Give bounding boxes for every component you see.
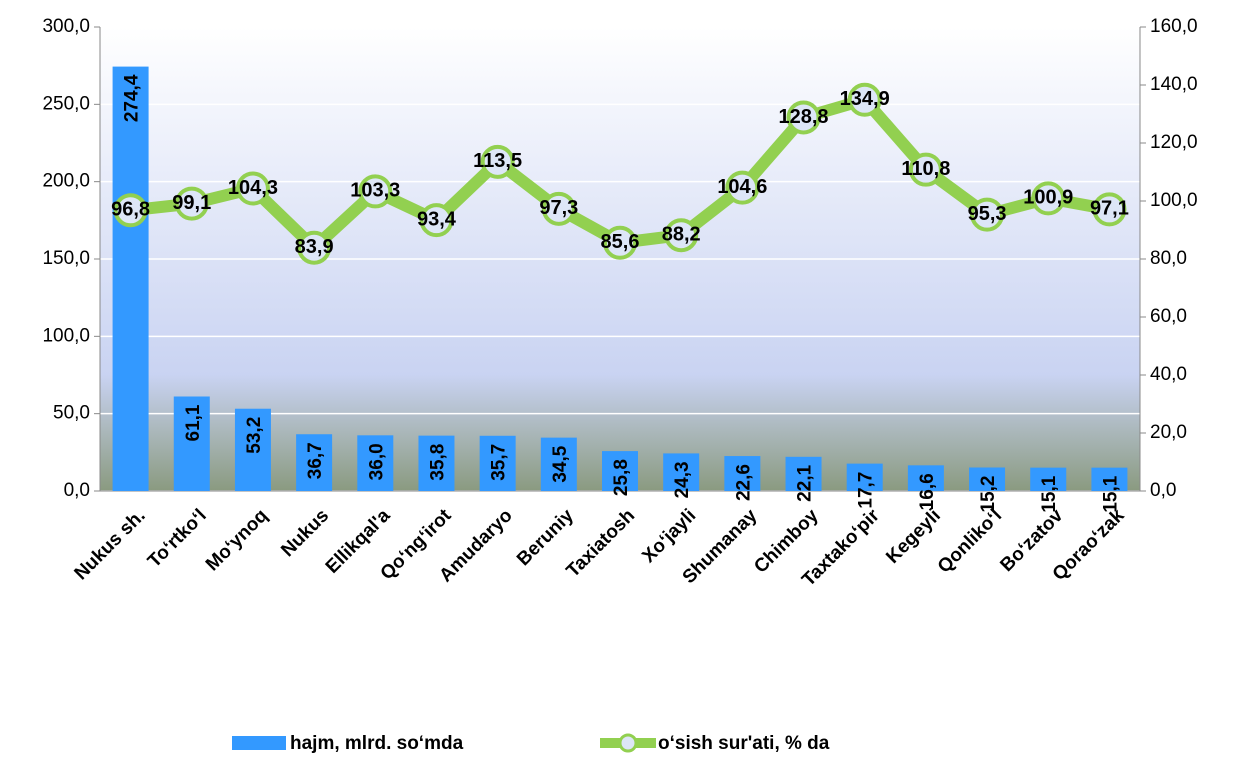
bar-value-label: 15,1 <box>1039 475 1060 512</box>
line-marker <box>541 191 576 226</box>
line-marker <box>725 170 760 205</box>
line-value-label: 88,2 <box>662 224 701 246</box>
legend-swatch <box>232 736 286 750</box>
line-marker <box>908 152 943 187</box>
y2-tick-label: 80,0 <box>1150 248 1187 269</box>
line-value-label: 104,6 <box>717 176 767 198</box>
bar <box>907 465 944 491</box>
bar <box>846 463 883 491</box>
line-value-label: 97,3 <box>539 197 578 219</box>
bar-value-label: 24,3 <box>672 461 693 498</box>
bar-value-label: 22,6 <box>733 464 754 501</box>
legend-label: o‘sish sur'ati, % da <box>658 733 830 754</box>
y2-tick-label: 20,0 <box>1150 422 1187 443</box>
line-value-label: 110,8 <box>901 158 950 180</box>
bar-value-label: 36,7 <box>305 442 326 479</box>
bar-value-label: 17,7 <box>856 472 877 509</box>
y2-tick-label: 40,0 <box>1150 364 1187 385</box>
line-marker <box>358 174 393 209</box>
y-tick-label: 150,0 <box>42 248 90 269</box>
line-value-label: 128,8 <box>778 106 828 128</box>
bar-value-label: 34,5 <box>550 445 571 482</box>
x-tick-label: Mo‘ynoq <box>202 505 272 575</box>
y2-tick-label: 100,0 <box>1150 190 1198 211</box>
line-marker <box>480 144 515 179</box>
legend-swatch <box>618 733 638 753</box>
bar <box>1030 467 1067 491</box>
bar <box>296 434 333 491</box>
bar-value-label: 16,6 <box>917 473 938 510</box>
legend-label: hajm, mlrd. so‘mda <box>290 733 464 754</box>
y-tick-label: 300,0 <box>42 16 90 37</box>
bar <box>663 453 700 491</box>
bar-value-label: 22,1 <box>795 464 816 501</box>
line-value-label: 85,6 <box>601 231 640 253</box>
x-tick-label: To‘rtko‘l <box>144 505 211 572</box>
bar-value-label: 53,2 <box>244 417 265 454</box>
y-tick-label: 100,0 <box>42 325 90 346</box>
y-tick-label: 50,0 <box>53 403 90 424</box>
bar <box>173 396 210 491</box>
line-value-label: 96,8 <box>111 199 150 221</box>
bar-value-label: 61,1 <box>183 404 204 441</box>
line-marker <box>113 193 148 228</box>
y2-tick-label: 0,0 <box>1150 480 1176 501</box>
y2-tick-label: 140,0 <box>1150 74 1198 95</box>
bar-value-label: 35,8 <box>427 444 448 481</box>
bar-value-label: 15,1 <box>1100 475 1121 512</box>
bar-value-label: 36,0 <box>366 443 387 480</box>
y2-tick-label: 160,0 <box>1150 16 1198 37</box>
y-tick-label: 200,0 <box>42 171 90 192</box>
line-marker <box>1092 192 1127 227</box>
y2-tick-label: 60,0 <box>1150 306 1187 327</box>
bar <box>234 408 271 491</box>
bar-value-label: 25,8 <box>611 459 632 496</box>
line-marker <box>235 171 270 206</box>
line-value-label: 99,1 <box>172 192 211 214</box>
line-value-label: 97,1 <box>1090 198 1129 220</box>
bar <box>969 467 1006 491</box>
y-tick-label: 250,0 <box>42 93 90 114</box>
line-value-label: 100,9 <box>1023 187 1073 209</box>
x-tick-label: Nukus <box>277 505 333 561</box>
x-tick-label: Xo‘jayli <box>638 505 700 567</box>
line-value-label: 134,9 <box>840 88 890 110</box>
bar-value-label: 35,7 <box>489 444 510 481</box>
bar <box>418 435 455 491</box>
bar <box>1091 467 1128 491</box>
line-value-label: 95,3 <box>968 203 1007 225</box>
line-marker <box>603 225 637 260</box>
x-tick-label: Nukus sh. <box>71 505 150 584</box>
bar <box>112 66 149 491</box>
x-tick-label: Qonliko‘l <box>934 505 1006 577</box>
line-marker <box>664 218 699 253</box>
bar <box>357 435 394 491</box>
line-marker <box>174 186 209 221</box>
bar <box>479 435 516 491</box>
line-value-label: 103,3 <box>350 180 400 202</box>
line-value-label: 113,5 <box>473 150 522 172</box>
line-value-label: 83,9 <box>295 236 334 258</box>
x-tick-label: Kegeyli <box>882 505 945 568</box>
bar <box>785 456 822 491</box>
y-tick-label: 0,0 <box>64 480 90 501</box>
bar <box>724 456 761 491</box>
y2-tick-label: 120,0 <box>1150 132 1198 153</box>
bar <box>540 437 577 491</box>
line-marker <box>297 230 332 265</box>
bar-value-label: 274,4 <box>122 74 143 122</box>
bar-value-label: 15,2 <box>978 475 999 512</box>
line-value-label: 104,3 <box>228 177 278 199</box>
line-value-label: 93,4 <box>417 208 457 230</box>
line-marker <box>1031 181 1066 216</box>
bar <box>602 451 638 491</box>
line-marker <box>419 203 454 238</box>
line-marker <box>970 197 1005 232</box>
line-marker <box>786 100 821 135</box>
line-marker <box>847 82 882 117</box>
